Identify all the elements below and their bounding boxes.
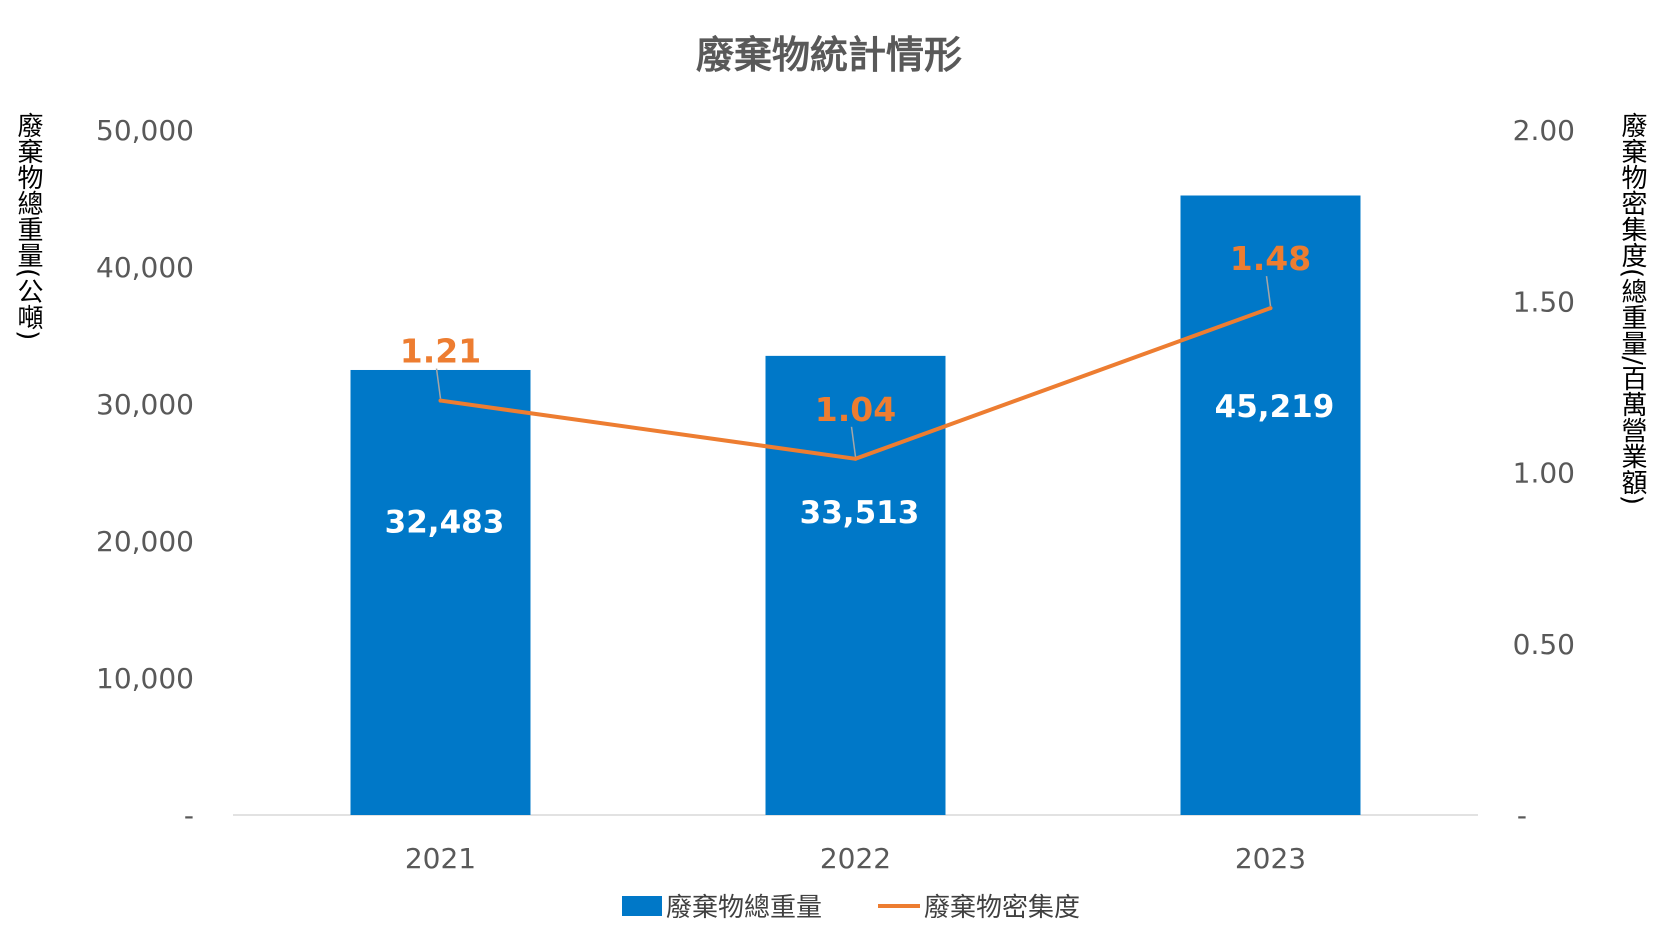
y2-tick-label: 1.50 [1513, 285, 1575, 318]
bar-data-label: 32,483 [385, 504, 505, 540]
chart-title: 廢棄物統計情形 [696, 33, 962, 77]
line-data-label: 1.04 [815, 390, 896, 429]
leader-line [850, 426, 857, 457]
y-tick-label: 10,000 [96, 662, 194, 695]
y2-axis-title: 廢棄物密集度(總重量/百萬營業額) [1617, 112, 1647, 505]
x-tick-label: 2022 [820, 842, 891, 875]
legend-line-label: 廢棄物密集度 [924, 893, 1080, 923]
legend-bar-label: 廢棄物總重量 [666, 893, 822, 923]
y2-tick-label: 0.50 [1513, 628, 1575, 661]
x-axis-ticks: 2021 2022 2023 [405, 842, 1306, 875]
line-point [853, 456, 858, 461]
y2-tick-label: 1.00 [1513, 457, 1575, 490]
bar-data-label: 45,219 [1215, 389, 1335, 425]
y-tick-label: 30,000 [96, 388, 194, 421]
line-data-label: 1.48 [1230, 239, 1311, 278]
bar [1180, 195, 1361, 815]
y2-tick-label: 2.00 [1513, 114, 1575, 147]
x-tick-label: 2023 [1235, 842, 1306, 875]
legend: 廢棄物總重量 廢棄物密集度 [622, 893, 1080, 923]
line-series [438, 306, 1273, 461]
y-tick-label: - [184, 799, 194, 832]
bar-data-label: 33,513 [800, 495, 920, 531]
bar-series [350, 195, 1361, 815]
line-point [1268, 306, 1273, 311]
x-tick-label: 2021 [405, 842, 476, 875]
y-tick-label: 40,000 [96, 251, 194, 284]
leader-line [1265, 276, 1272, 307]
line-data-label: 1.21 [400, 332, 481, 371]
y-tick-label: 50,000 [96, 114, 194, 147]
bar-data-labels: 32,483 33,513 45,219 [385, 389, 1335, 540]
y2-axis-ticks: - 0.50 1.00 1.50 2.00 [1513, 114, 1575, 832]
y2-tick-label: - [1517, 799, 1527, 832]
line-point [438, 398, 443, 403]
y-axis-title: 廢棄物總重量(公噸) [13, 112, 43, 340]
bar [350, 369, 531, 815]
bar [765, 355, 946, 815]
legend-bar-swatch [622, 896, 662, 916]
y-tick-label: 20,000 [96, 525, 194, 558]
y-axis-ticks: - 10,000 20,000 30,000 40,000 50,000 [96, 114, 194, 832]
leader-line [435, 368, 442, 399]
line-data-labels: 1.21 1.04 1.48 [400, 239, 1311, 457]
